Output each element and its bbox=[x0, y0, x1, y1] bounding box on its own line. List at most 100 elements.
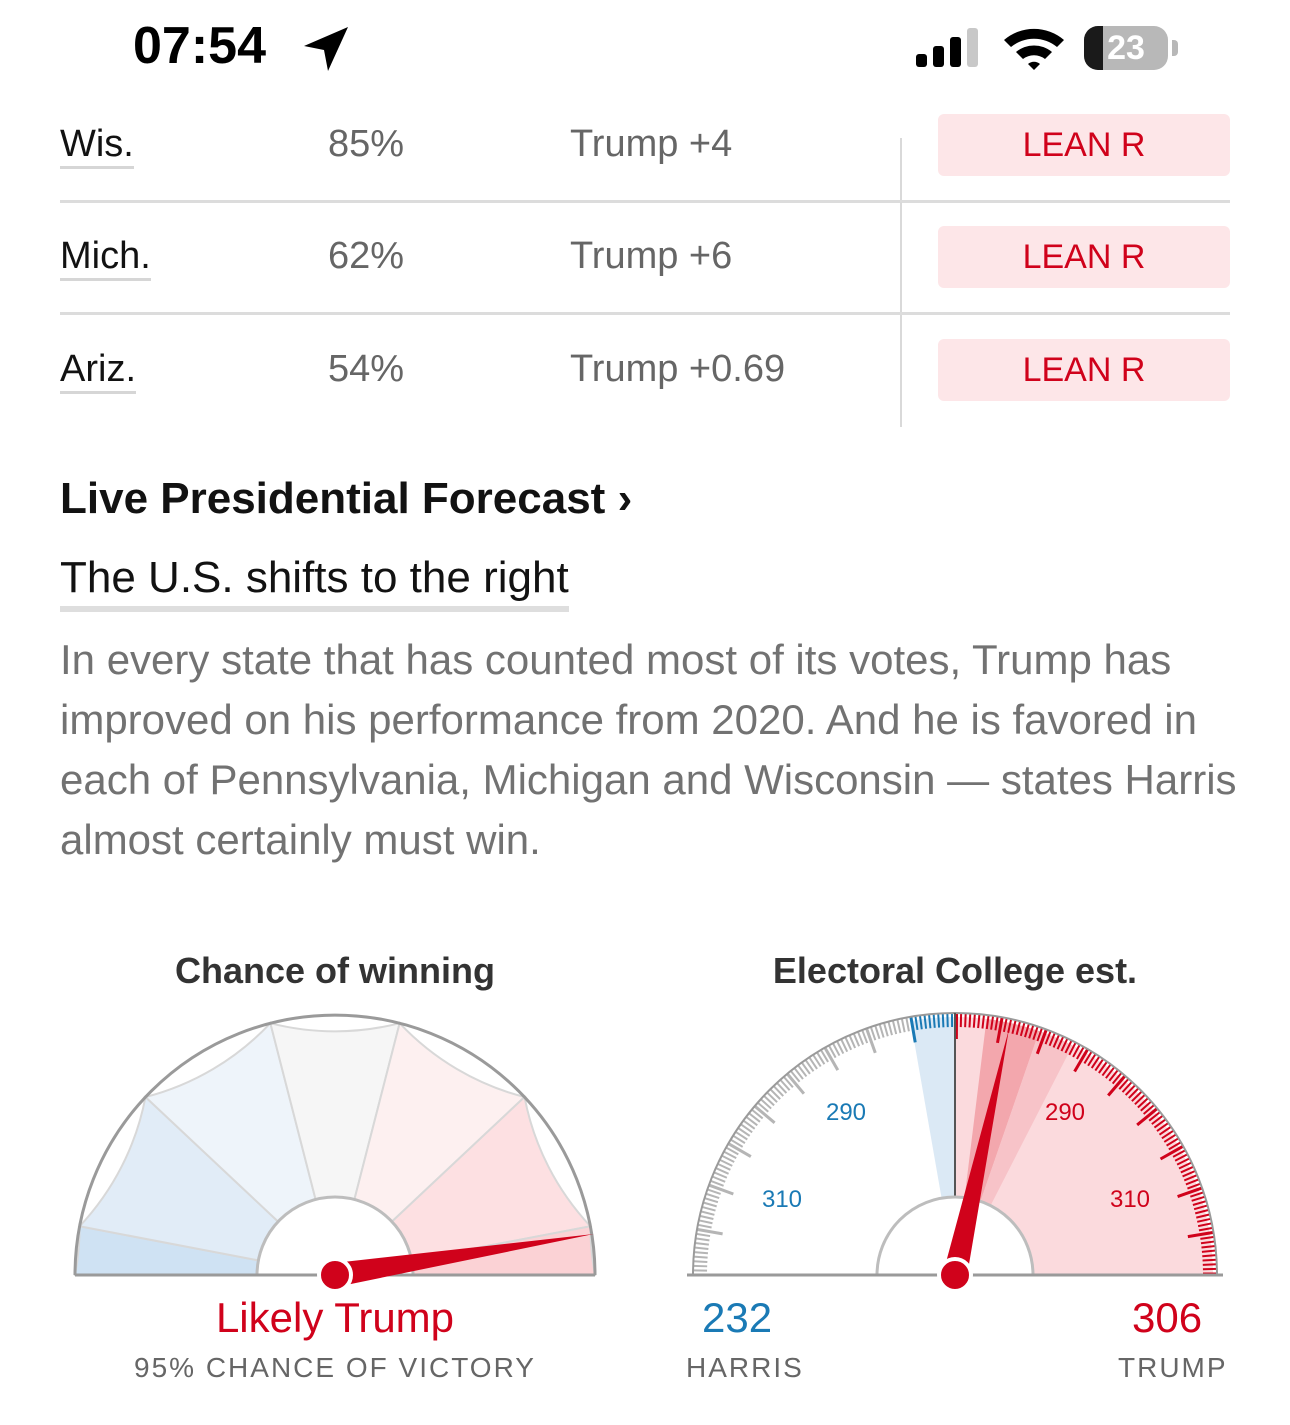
state-link[interactable]: Mich. bbox=[60, 234, 151, 281]
ec-gauge-tick bbox=[704, 1197, 719, 1204]
ec-gauge-tick bbox=[1060, 1037, 1069, 1052]
ec-gauge-tick bbox=[694, 1246, 709, 1250]
ec-gauge-tick bbox=[701, 1205, 716, 1212]
ec-gauge-tick bbox=[797, 1064, 808, 1078]
ec-gauge-needle bbox=[943, 1028, 1010, 1278]
ec-gauge-tick bbox=[1176, 1157, 1191, 1166]
ec-gauge-tick bbox=[730, 1138, 744, 1148]
ec-gauge-tick bbox=[891, 1020, 898, 1035]
forecast-section-link[interactable]: Live Presidential Forecast › bbox=[60, 474, 633, 523]
ec-gauge-tick bbox=[856, 1031, 865, 1046]
ec-gauge-tick bbox=[760, 1098, 772, 1110]
ec-gauge-tick bbox=[1187, 1230, 1214, 1239]
ec-gauge-tick bbox=[1118, 1078, 1130, 1090]
ec-gauge-tick bbox=[1121, 1081, 1133, 1093]
ec-gauge-tick bbox=[786, 1072, 806, 1095]
ec-gauge-tick bbox=[964, 1013, 967, 1028]
ec-gauge-tick bbox=[1178, 1161, 1193, 1170]
ec-gauge-tick bbox=[732, 1134, 746, 1144]
ec-gauge-tick bbox=[702, 1201, 717, 1208]
ec-gauge-tick bbox=[1200, 1240, 1215, 1245]
trump-label: TRUMP bbox=[1118, 1352, 1228, 1383]
state-link[interactable]: Wis. bbox=[60, 122, 134, 169]
ec-gauge-tick bbox=[723, 1150, 737, 1160]
ec-gauge-tick bbox=[737, 1127, 751, 1137]
forecast-headline-link[interactable]: The U.S. shifts to the right bbox=[60, 552, 569, 612]
ec-gauge-needle-hub bbox=[937, 1257, 973, 1293]
margin-value: Trump +0.69 bbox=[570, 348, 786, 390]
ec-gauge-tick bbox=[1052, 1034, 1061, 1048]
ec-gauge-tick bbox=[708, 1183, 734, 1196]
ec-gauge-tick bbox=[1105, 1066, 1116, 1079]
ec-gauge-tick bbox=[1087, 1053, 1097, 1067]
ec-gauge-tick bbox=[823, 1046, 840, 1071]
ec-gauge-tick bbox=[812, 1054, 822, 1068]
ec-gauge-tick bbox=[1101, 1063, 1112, 1077]
ec-gauge-tick bbox=[968, 1013, 972, 1028]
ec-gauge-tick bbox=[1131, 1090, 1143, 1102]
ec-gauge-tick bbox=[697, 1223, 712, 1229]
ec-gauge-tick bbox=[748, 1112, 761, 1123]
ec-gauge-tick bbox=[715, 1167, 730, 1175]
ec-gauge-tick bbox=[693, 1251, 709, 1255]
ec-gauge-tick bbox=[1174, 1153, 1188, 1162]
ec-gauge-tick bbox=[1201, 1244, 1216, 1249]
ec-gauge-tick bbox=[1198, 1226, 1213, 1232]
ec-gauge-tick bbox=[1136, 1107, 1159, 1127]
ec-gauge-tick bbox=[735, 1130, 748, 1141]
ec-gauge-tick bbox=[779, 1079, 791, 1091]
ec-gauge-tick bbox=[1134, 1093, 1146, 1106]
ec-gauge-tick bbox=[1163, 1133, 1177, 1143]
ec-gauge-tick bbox=[1197, 1222, 1213, 1228]
ec-gauge-tick bbox=[1098, 1061, 1108, 1074]
harris-290-tick-label: 290 bbox=[826, 1099, 866, 1126]
ec-gauge-tick bbox=[1024, 1023, 1030, 1038]
chance-gauge-title: Chance of winning bbox=[175, 950, 495, 991]
ec-gauge-tick bbox=[1151, 1114, 1164, 1125]
ec-gauge-tick bbox=[923, 1014, 928, 1029]
chance-value: 62% bbox=[328, 235, 405, 277]
state-link[interactable]: Ariz. bbox=[60, 347, 136, 394]
electoral-gauge-title: Electoral College est. bbox=[772, 950, 1138, 991]
ec-gauge-tick bbox=[918, 1015, 923, 1030]
ec-gauge-tick bbox=[1158, 1125, 1172, 1136]
ec-gauge-tick bbox=[1159, 1144, 1184, 1161]
ec-gauge-tick bbox=[800, 1061, 811, 1075]
ec-gauge-tick bbox=[941, 1013, 945, 1028]
ec-gauge-tick bbox=[1137, 1097, 1149, 1109]
ec-gauge-tick bbox=[816, 1051, 826, 1065]
harris-electoral-votes: 232 bbox=[702, 1294, 773, 1341]
ec-gauge-tick bbox=[848, 1034, 857, 1049]
chance-subtitle: 95% CHANCE OF VICTORY bbox=[134, 1352, 536, 1383]
ec-gauge-tick bbox=[883, 1022, 889, 1037]
ec-gauge-tick bbox=[1056, 1036, 1065, 1050]
ec-gauge-tick bbox=[914, 1015, 919, 1031]
table-row: Ariz. 54% Trump +0.69 LEAN R bbox=[60, 315, 1230, 427]
ec-gauge-tick bbox=[1202, 1254, 1217, 1258]
ec-gauge-tick bbox=[1190, 1191, 1204, 1198]
ec-gauge-tick bbox=[1192, 1200, 1207, 1206]
chance-gauge-outline bbox=[73, 1013, 597, 1276]
trump-290-tick-label: 290 bbox=[1045, 1099, 1085, 1126]
ec-gauge-tick bbox=[865, 1027, 877, 1054]
ec-gauge-tick bbox=[981, 1014, 986, 1029]
ec-gauge-tick bbox=[776, 1082, 788, 1094]
ec-gauge-tick bbox=[713, 1171, 728, 1179]
ec-gauge-tick bbox=[1183, 1174, 1198, 1182]
rating-badge: LEAN R bbox=[938, 339, 1230, 401]
ec-gauge-tick bbox=[1124, 1084, 1137, 1096]
ec-gauge-tick bbox=[832, 1042, 841, 1057]
battery-icon: 23 bbox=[1084, 26, 1180, 70]
ec-gauge-tick bbox=[1148, 1111, 1161, 1122]
ec-gauge-tick bbox=[1194, 1208, 1210, 1215]
ec-gauge-tick bbox=[1185, 1178, 1200, 1186]
ec-gauge-tick bbox=[932, 1013, 936, 1028]
trump-electoral-votes: 306 bbox=[1132, 1294, 1203, 1341]
chance-verdict: Likely Trump bbox=[215, 1294, 455, 1341]
ec-gauge-tick bbox=[985, 1015, 990, 1030]
ec-gauge-tick bbox=[1191, 1195, 1206, 1202]
ec-gauge-tick bbox=[707, 1188, 721, 1195]
wifi-icon bbox=[1004, 28, 1064, 70]
ec-gauge-tick bbox=[1182, 1169, 1196, 1178]
harris-range-band bbox=[910, 1017, 955, 1199]
